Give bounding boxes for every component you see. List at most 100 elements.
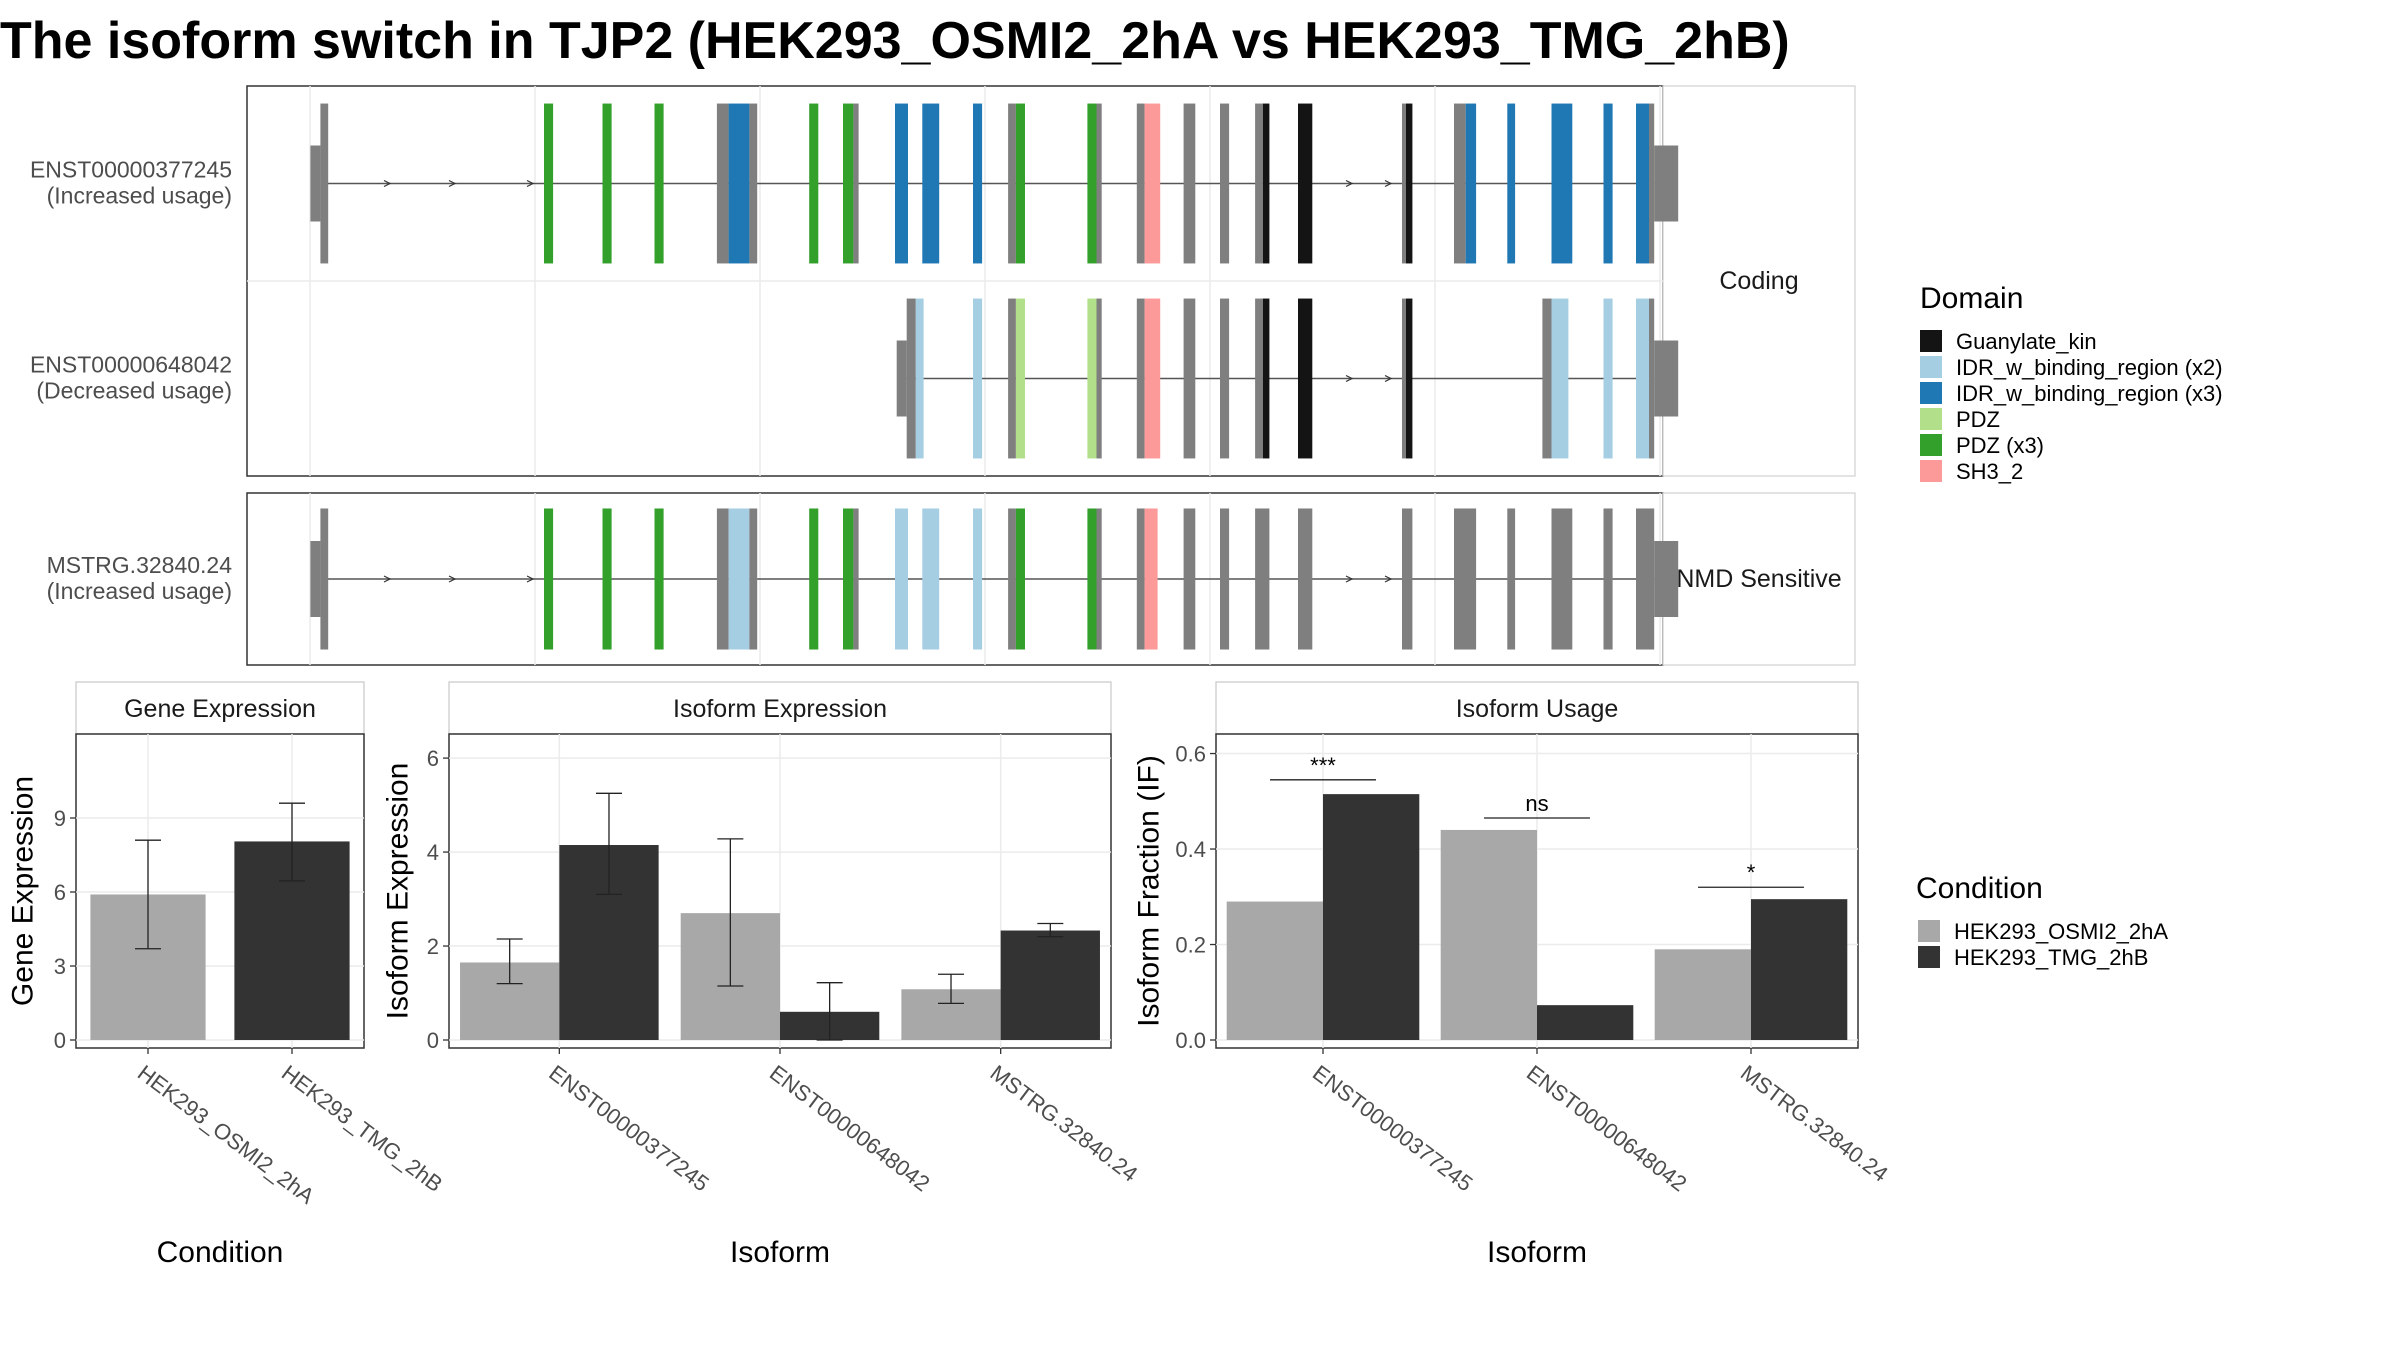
exon-block <box>1008 508 1016 650</box>
significance-label: ns <box>1525 791 1548 816</box>
y-tick-label: 6 <box>427 746 439 771</box>
domain-legend-label: IDR_w_binding_region (x2) <box>1956 355 2223 380</box>
exon-block <box>1649 298 1655 459</box>
y-tick-label: 0.0 <box>1175 1028 1206 1053</box>
utr-block-start <box>310 145 321 222</box>
exon-block <box>973 103 983 264</box>
exon-block <box>922 508 940 650</box>
exon-block <box>320 508 329 650</box>
significance-label: * <box>1747 860 1756 885</box>
y-axis-title: Isoform Expression <box>382 763 415 1020</box>
exon-block <box>1220 103 1230 264</box>
exon-block <box>716 103 729 264</box>
exon-block <box>1402 508 1413 650</box>
isoform-usage-label: (Increased usage) <box>47 183 232 209</box>
exon-block <box>1087 508 1097 650</box>
y-tick-label: 0.2 <box>1175 933 1206 958</box>
x-axis-title: Condition <box>157 1236 284 1269</box>
exon-block <box>1298 508 1313 650</box>
exon-block <box>1298 103 1313 264</box>
domain-legend-label: PDZ (x3) <box>1956 433 2044 458</box>
condition-legend-swatch <box>1918 920 1940 942</box>
legends: DomainGuanylate_kinIDR_w_binding_region … <box>1916 282 2223 970</box>
exon-block <box>1008 298 1016 459</box>
direction-arrow <box>1384 179 1393 188</box>
exon-block <box>895 508 908 650</box>
condition-legend-label: HEK293_TMG_2hB <box>1954 945 2148 970</box>
domain-legend-title: Domain <box>1920 282 2023 315</box>
direction-arrow <box>448 575 457 583</box>
domain-legend-swatch <box>1920 330 1942 352</box>
exon-block <box>1220 508 1230 650</box>
exon-block <box>654 103 664 264</box>
exon-block <box>749 103 758 264</box>
exon-block <box>544 508 554 650</box>
y-tick-label: 0 <box>427 1028 439 1053</box>
utr-block-start <box>310 541 321 617</box>
strip-label: NMD Sensitive <box>1676 565 1841 593</box>
direction-arrow <box>383 179 392 188</box>
exon-block <box>1144 298 1161 459</box>
domain-legend-swatch <box>1920 434 1942 456</box>
x-axis-title: Isoform <box>1487 1236 1587 1269</box>
exon-block <box>1507 508 1516 650</box>
domain-legend-label: IDR_w_binding_region (x3) <box>1956 381 2223 406</box>
exon-block <box>1144 508 1158 650</box>
chart-panel-2: Isoform Usage 0.0 0.2 0.4 0.6 ENST00000377245… <box>1133 681 1893 1269</box>
direction-arrow <box>1384 374 1393 383</box>
chart-panel-1: Isoform Expression 0 2 4 6 ENST00000377245 ENS… <box>382 681 1142 1269</box>
domain-legend-swatch <box>1920 408 1942 430</box>
exon-block <box>1542 298 1552 459</box>
direction-arrow <box>383 575 392 583</box>
exon-block <box>1507 103 1516 264</box>
domain-legend-label: SH3_2 <box>1956 459 2023 484</box>
bar <box>1440 829 1537 1040</box>
bar <box>1323 794 1420 1040</box>
exon-block <box>1465 103 1477 264</box>
exon-block <box>1649 103 1655 264</box>
exon-block <box>1402 298 1406 459</box>
y-axis-title: Gene Expression <box>7 776 40 1006</box>
condition-legend-title: Condition <box>1916 872 2043 905</box>
structure-panel-0: Coding ENST00000377245(Increased usage) EN… <box>30 85 1856 477</box>
exon-block <box>1008 103 1016 264</box>
domain-legend-label: Guanylate_kin <box>1956 329 2097 354</box>
exon-block <box>1015 508 1025 650</box>
exon-block <box>1603 298 1613 459</box>
exon-block <box>843 508 854 650</box>
exon-block <box>895 103 908 264</box>
domain-legend-label: PDZ <box>1956 407 2000 432</box>
exon-block <box>728 103 750 264</box>
exon-block <box>973 508 983 650</box>
exon-block <box>320 103 329 264</box>
direction-arrow <box>448 179 457 188</box>
bar <box>1000 930 1100 1040</box>
strip-box <box>1662 492 1856 666</box>
exon-block <box>1551 103 1573 264</box>
exon-block <box>1636 298 1649 459</box>
exon-block <box>1454 103 1466 264</box>
exon-block <box>1405 298 1413 459</box>
exon-block <box>853 103 859 264</box>
y-tick-label: 2 <box>427 934 439 959</box>
bar <box>1226 901 1323 1040</box>
y-tick-label: 0 <box>54 1028 66 1053</box>
bar <box>1751 899 1848 1040</box>
exon-block <box>1255 508 1270 650</box>
chart-title: Isoform Usage <box>1456 695 1619 723</box>
y-axis-title: Isoform Fraction (IF) <box>1133 755 1166 1027</box>
bar <box>1654 949 1751 1040</box>
exon-block <box>1015 298 1025 459</box>
isoform-id-label: ENST00000648042 <box>30 352 232 378</box>
exon-block <box>1603 508 1613 650</box>
direction-arrow <box>526 575 535 583</box>
isoform-id-label: MSTRG.32840.24 <box>47 552 233 578</box>
utr-block-end <box>1654 340 1679 417</box>
exon-block <box>1603 103 1613 264</box>
exon-block <box>1255 298 1263 459</box>
strip-label: Coding <box>1719 267 1798 295</box>
x-tick-label: ENST00000648042 <box>1522 1060 1691 1196</box>
x-tick-label: ENST00000377245 <box>1308 1060 1477 1196</box>
domain-legend-swatch <box>1920 356 1942 378</box>
